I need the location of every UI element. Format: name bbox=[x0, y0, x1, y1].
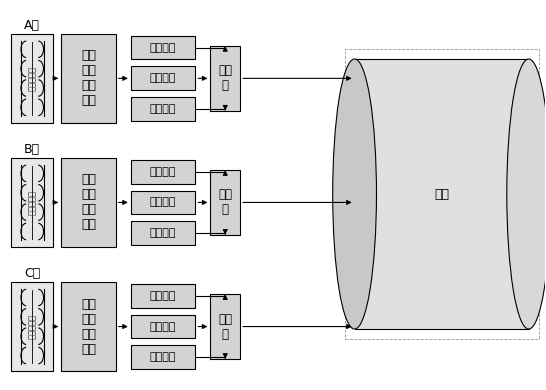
Bar bbox=[61, 282, 116, 371]
Bar bbox=[354, 59, 529, 329]
Text: 精密
电阵
降压
网络: 精密 电阵 降压 网络 bbox=[81, 50, 96, 107]
Text: A相: A相 bbox=[24, 19, 40, 32]
Text: 调制模块: 调制模块 bbox=[150, 322, 176, 332]
Bar bbox=[345, 49, 539, 339]
Text: 温控模块: 温控模块 bbox=[150, 352, 176, 362]
Bar bbox=[130, 346, 195, 369]
Bar bbox=[11, 282, 53, 371]
Text: 驱动模块: 驱动模块 bbox=[150, 167, 176, 177]
Bar bbox=[130, 191, 195, 215]
Bar bbox=[210, 46, 240, 111]
Bar bbox=[130, 35, 195, 59]
Text: 驱动模块: 驱动模块 bbox=[150, 43, 176, 53]
Bar bbox=[130, 66, 195, 90]
Ellipse shape bbox=[333, 59, 377, 329]
Bar bbox=[130, 284, 195, 308]
Bar bbox=[61, 34, 116, 123]
Bar bbox=[130, 221, 195, 245]
Text: 驱动模块: 驱动模块 bbox=[150, 291, 176, 301]
Bar bbox=[130, 160, 195, 184]
Text: 调制模块: 调制模块 bbox=[150, 197, 176, 207]
Text: 取样互感器: 取样互感器 bbox=[28, 190, 37, 215]
Bar bbox=[130, 315, 195, 339]
Text: 精密
电阵
降压
网络: 精密 电阵 降压 网络 bbox=[81, 298, 96, 356]
Text: 激光
器: 激光 器 bbox=[218, 64, 232, 92]
Text: 精密
电阵
降压
网络: 精密 电阵 降压 网络 bbox=[81, 174, 96, 231]
Text: 温控模块: 温控模块 bbox=[150, 104, 176, 114]
Text: 激光
器: 激光 器 bbox=[218, 188, 232, 216]
Bar bbox=[130, 97, 195, 121]
Text: 光缆: 光缆 bbox=[434, 188, 449, 200]
Bar bbox=[11, 34, 53, 123]
Bar bbox=[61, 158, 116, 247]
Bar bbox=[11, 158, 53, 247]
Text: C相: C相 bbox=[24, 268, 40, 280]
Text: B相: B相 bbox=[24, 144, 40, 156]
Text: 取样互感器: 取样互感器 bbox=[28, 66, 37, 91]
Text: 调制模块: 调制模块 bbox=[150, 73, 176, 83]
Ellipse shape bbox=[507, 59, 546, 329]
Text: 温控模块: 温控模块 bbox=[150, 228, 176, 238]
Bar bbox=[210, 294, 240, 359]
Bar bbox=[210, 170, 240, 235]
Text: 取样互感器: 取样互感器 bbox=[28, 314, 37, 339]
Text: 激光
器: 激光 器 bbox=[218, 312, 232, 340]
